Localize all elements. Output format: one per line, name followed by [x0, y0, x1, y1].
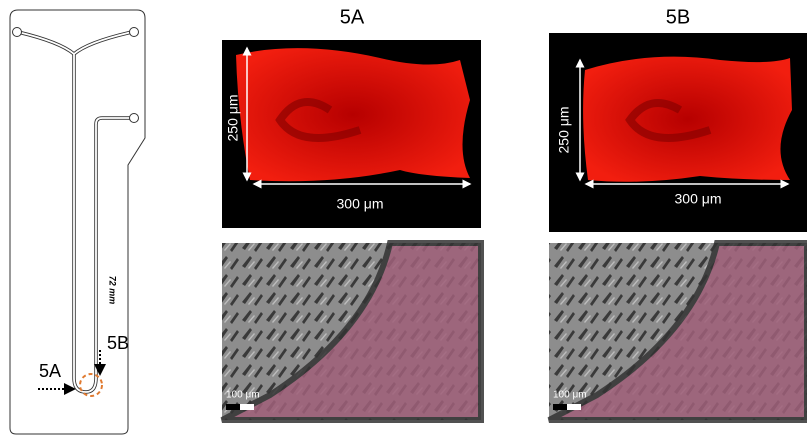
- scale-label: 100 μm: [553, 390, 587, 401]
- channel-render: [236, 48, 470, 181]
- height-label: 250 μm: [225, 95, 241, 142]
- width-label: 300 μm: [675, 191, 722, 207]
- inlet: [130, 28, 139, 37]
- position-label: 5B: [107, 333, 129, 353]
- figure: 72 mm 5A 5B 5A 250 μm 300 μm 100 μm 5B 2…: [0, 0, 807, 435]
- chip: 72 mm 5A 5B: [10, 10, 145, 434]
- panel: 5B 250 μm 300 μm 100 μm: [549, 6, 807, 420]
- chip-outline: [10, 10, 145, 434]
- scale-bar: [553, 404, 567, 410]
- scale-bar: [240, 404, 254, 410]
- scale-label: 100 μm: [226, 390, 260, 401]
- scale-bar: [226, 404, 240, 410]
- width-label: 300 μm: [337, 196, 384, 212]
- length-label: 72 mm: [108, 276, 118, 305]
- outlet: [130, 114, 139, 123]
- channel-render: [583, 57, 792, 182]
- position-label: 5A: [39, 361, 61, 381]
- panel: 5A 250 μm 300 μm 100 μm: [222, 6, 481, 420]
- inlet: [13, 28, 22, 37]
- panel-title: 5A: [340, 6, 365, 28]
- height-label: 250 μm: [556, 107, 572, 154]
- panel-title: 5B: [666, 6, 690, 28]
- scale-bar: [567, 404, 581, 410]
